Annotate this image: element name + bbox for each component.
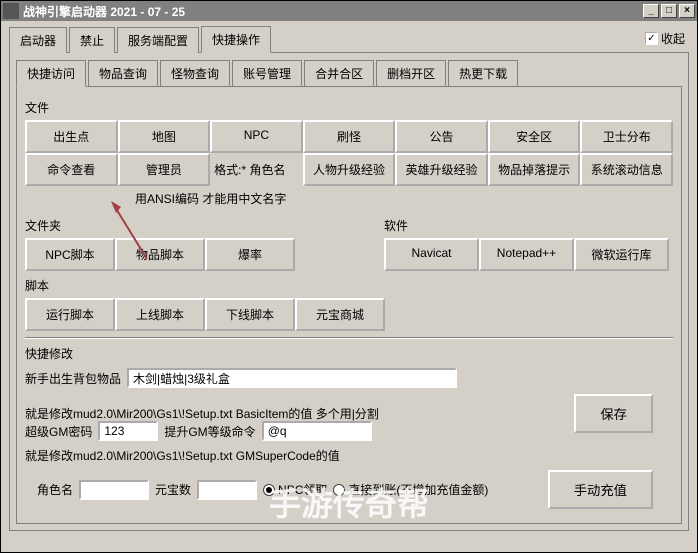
quickedit-label: 快捷修改 xyxy=(25,345,673,362)
main-tabs: 启动器 禁止 服务端配置 快捷操作 ✓ 收起 xyxy=(9,25,689,53)
btn-scroll-info[interactable]: 系统滚动信息 xyxy=(580,153,673,186)
save-button[interactable]: 保存 xyxy=(574,394,653,433)
app-icon xyxy=(3,3,19,19)
radio-icon xyxy=(263,484,275,496)
yuanbao-input[interactable] xyxy=(197,480,257,500)
btn-npc[interactable]: NPC xyxy=(210,120,303,153)
client-area: 启动器 禁止 服务端配置 快捷操作 ✓ 收起 快捷访问 物品查询 怪物查询 账号… xyxy=(1,21,697,535)
scripts-label: 脚本 xyxy=(25,277,673,294)
yuanbao-label: 元宝数 xyxy=(155,481,191,498)
btn-notice[interactable]: 公告 xyxy=(395,120,488,153)
close-button[interactable]: × xyxy=(679,4,695,18)
role-label: 角色名 xyxy=(37,481,73,498)
folders-label: 文件夹 xyxy=(25,217,344,234)
btn-item-script[interactable]: 物品脚本 xyxy=(115,238,205,271)
radio-direct-label: 直接到账(不增加充值金额) xyxy=(348,481,488,498)
gm-cmd-input[interactable] xyxy=(262,421,372,441)
software-row: Navicat Notepad++ 微软运行库 xyxy=(384,238,673,271)
btn-drop-tip[interactable]: 物品掉落提示 xyxy=(488,153,581,186)
inner-tab-wipe[interactable]: 删档开区 xyxy=(376,60,446,87)
btn-monster[interactable]: 刷怪 xyxy=(303,120,396,153)
radio-npc[interactable]: NPC领取 xyxy=(263,481,327,498)
divider xyxy=(25,337,673,339)
inner-panel: 文件 出生点 地图 NPC 刷怪 公告 安全区 卫士分布 命令查看 管理员 格式… xyxy=(16,87,682,524)
inner-tab-hotupdate[interactable]: 热更下载 xyxy=(448,60,518,87)
collapse-checkbox[interactable]: ✓ 收起 xyxy=(641,30,689,47)
btn-offline-script[interactable]: 下线脚本 xyxy=(205,298,295,331)
btn-msvc[interactable]: 微软运行库 xyxy=(574,238,669,271)
btn-admin[interactable]: 管理员 xyxy=(118,153,211,186)
btn-drop-rate[interactable]: 爆率 xyxy=(205,238,295,271)
btn-navicat[interactable]: Navicat xyxy=(384,238,479,271)
radio-npc-label: NPC领取 xyxy=(278,481,327,498)
btn-map[interactable]: 地图 xyxy=(118,120,211,153)
scripts-row: 运行脚本 上线脚本 下线脚本 元宝商城 xyxy=(25,298,673,331)
ansi-note: 用ANSI编码 才能用中文名字 xyxy=(135,190,673,207)
inner-tab-merge[interactable]: 合并合区 xyxy=(304,60,374,87)
tab-quick-ops[interactable]: 快捷操作 xyxy=(201,26,271,53)
newbie-label: 新手出生背包物品 xyxy=(25,370,121,387)
inner-tab-item-query[interactable]: 物品查询 xyxy=(88,60,158,87)
btn-yuanbao-mall[interactable]: 元宝商城 xyxy=(295,298,385,331)
btn-char-exp[interactable]: 人物升级经验 xyxy=(303,153,396,186)
radio-icon xyxy=(333,484,345,496)
inner-tabs: 快捷访问 物品查询 怪物查询 账号管理 合并合区 删档开区 热更下载 xyxy=(16,59,682,87)
tab-launcher[interactable]: 启动器 xyxy=(9,27,67,53)
role-input[interactable] xyxy=(79,480,149,500)
inner-tab-monster-query[interactable]: 怪物查询 xyxy=(160,60,230,87)
note1: 就是修改mud2.0\Mir200\Gs1\!Setup.txt BasicIt… xyxy=(25,405,379,422)
btn-cmdview[interactable]: 命令查看 xyxy=(25,153,118,186)
gm-pwd-label: 超级GM密码 xyxy=(25,423,92,440)
tab-server-config[interactable]: 服务端配置 xyxy=(117,27,199,53)
btn-safezone[interactable]: 安全区 xyxy=(488,120,581,153)
btn-spawn[interactable]: 出生点 xyxy=(25,120,118,153)
btn-npc-script[interactable]: NPC脚本 xyxy=(25,238,115,271)
btn-hero-exp[interactable]: 英雄升级经验 xyxy=(395,153,488,186)
checkbox-icon: ✓ xyxy=(645,32,658,45)
tab-forbid[interactable]: 禁止 xyxy=(69,27,115,53)
note2: 就是修改mud2.0\Mir200\Gs1\!Setup.txt GMSuper… xyxy=(25,447,340,464)
newbie-input[interactable] xyxy=(127,368,457,388)
window-title: 战神引擎启动器 2021 - 07 - 25 xyxy=(23,3,641,20)
inner-tab-account[interactable]: 账号管理 xyxy=(232,60,302,87)
software-label: 软件 xyxy=(384,217,673,234)
btn-notepadpp[interactable]: Notepad++ xyxy=(479,238,574,271)
gm-pwd-input[interactable] xyxy=(98,421,158,441)
btn-online-script[interactable]: 上线脚本 xyxy=(115,298,205,331)
minimize-button[interactable]: _ xyxy=(643,4,659,18)
inner-tab-quick-access[interactable]: 快捷访问 xyxy=(16,60,86,87)
tab-panel: 快捷访问 物品查询 怪物查询 账号管理 合并合区 删档开区 热更下载 文件 出生… xyxy=(9,53,689,531)
gm-cmd-label: 提升GM等级命令 xyxy=(164,423,255,440)
files-label: 文件 xyxy=(25,99,673,116)
radio-direct[interactable]: 直接到账(不增加充值金额) xyxy=(333,481,488,498)
folders-row: NPC脚本 物品脚本 爆率 xyxy=(25,238,344,271)
maximize-button[interactable]: □ xyxy=(661,4,677,18)
collapse-label: 收起 xyxy=(661,30,685,47)
main-window: 战神引擎启动器 2021 - 07 - 25 _ □ × 启动器 禁止 服务端配… xyxy=(0,0,698,553)
files-grid: 出生点 地图 NPC 刷怪 公告 安全区 卫士分布 命令查看 管理员 格式:* … xyxy=(25,120,673,186)
titlebar: 战神引擎启动器 2021 - 07 - 25 _ □ × xyxy=(1,1,697,21)
btn-guard[interactable]: 卫士分布 xyxy=(580,120,673,153)
format-note: 格式:* 角色名 xyxy=(210,153,303,186)
recharge-button[interactable]: 手动充值 xyxy=(548,470,653,509)
btn-run-script[interactable]: 运行脚本 xyxy=(25,298,115,331)
